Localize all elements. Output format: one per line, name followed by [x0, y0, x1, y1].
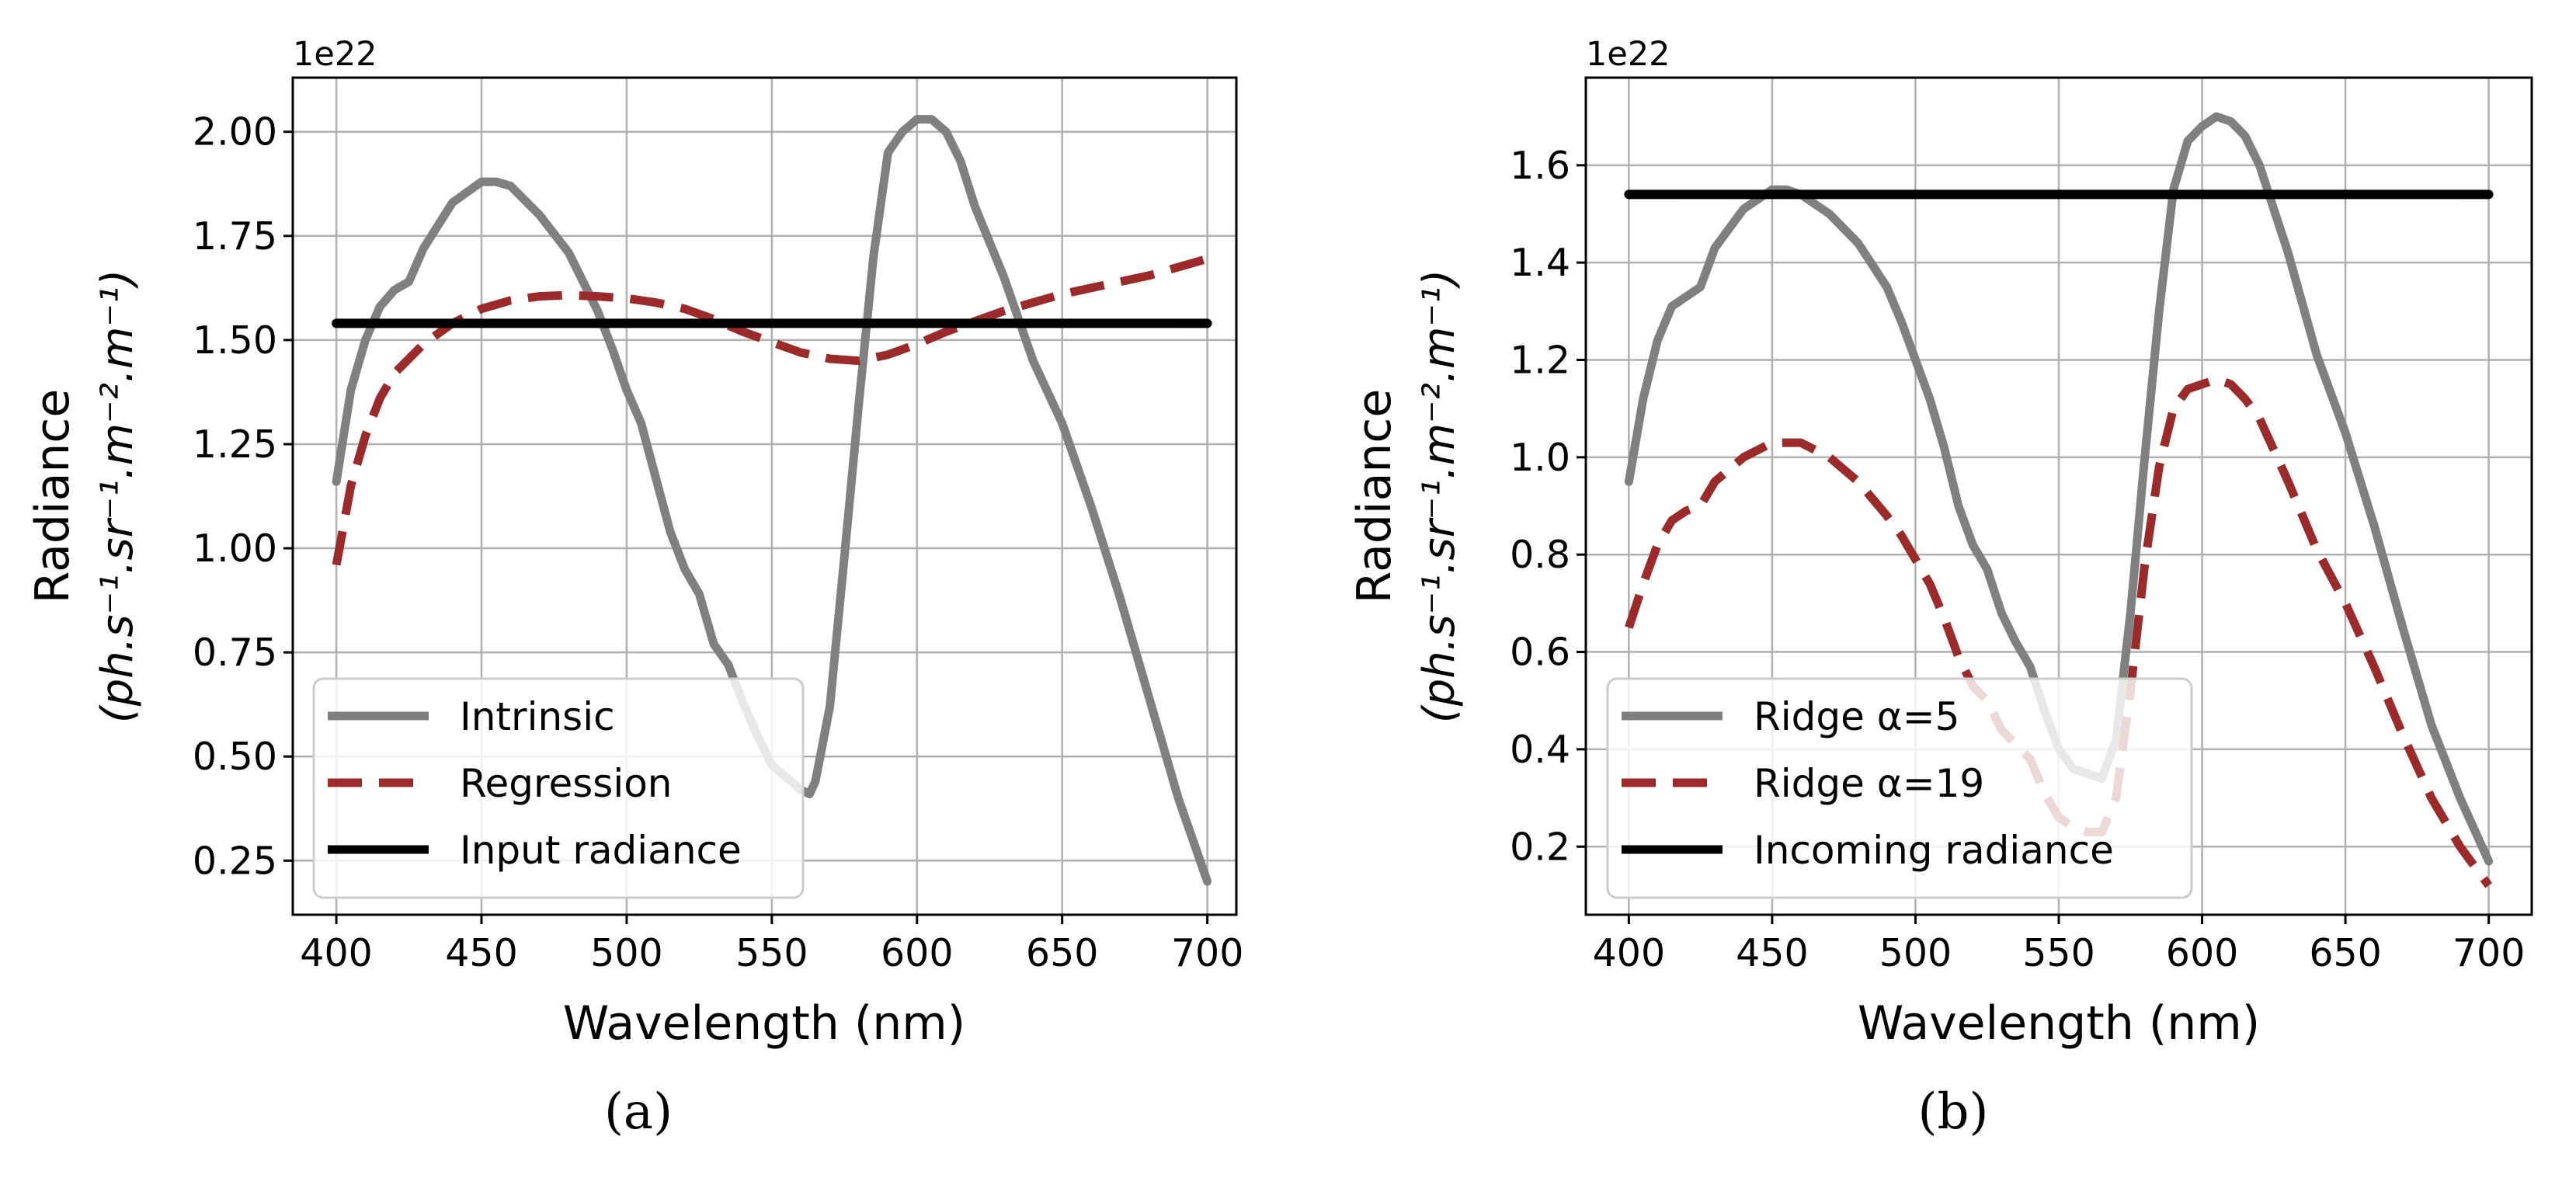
- x-tick-label-550-a: 550: [735, 931, 808, 975]
- y-tick-label-1-0-b: 1.0: [1510, 436, 1570, 480]
- caption-b: (b): [1918, 1083, 1989, 1141]
- x-tick-label-650-a: 650: [1026, 931, 1099, 975]
- legend-label-intrinsic: Intrinsic: [460, 694, 615, 739]
- legend-label-input-radiance: Input radiance: [460, 828, 742, 873]
- y-tick-label-1-6-b: 1.6: [1510, 144, 1570, 188]
- panel-a: 400 450 500 550 600 650 700 0.25 0.50 0.75 1.00 1.…: [26, 35, 1243, 1141]
- y-tick-label-1-75-a: 1.75: [193, 214, 277, 259]
- y-axis-label-line1-b: Radiance: [1347, 389, 1402, 604]
- offset-text-b: 1e22: [1586, 35, 1670, 74]
- legend-box-a: [312, 677, 805, 899]
- y-tick-label-0-50-a: 0.50: [193, 735, 277, 779]
- x-tick-label-400-b: 400: [1593, 931, 1666, 975]
- y-tick-label-0-8-b: 0.8: [1510, 533, 1570, 577]
- grid-a: [293, 78, 1236, 915]
- panel-b: 400 450 500 550 600 650 700 0.2 0.4 0.6 0.8 1.0 1.2…: [1347, 35, 2533, 1141]
- y-tick-label-1-50-a: 1.50: [193, 318, 277, 363]
- y-tick-label-0-75-a: 0.75: [193, 631, 277, 675]
- legend-label-incoming-radiance: Incoming radiance: [1754, 828, 2114, 873]
- legend-b: Ridge α=5 Ridge α=19 Incoming radiance: [1606, 677, 2193, 899]
- x-tick-label-700-a: 700: [1171, 931, 1244, 975]
- x-tick-label-500-a: 500: [590, 931, 663, 975]
- series-line-regression-a: [332, 255, 1209, 566]
- x-tick-label-450-a: 450: [445, 931, 518, 975]
- y-axis-label-line1-a: Radiance: [26, 389, 80, 604]
- y-tick-label-1-4-b: 1.4: [1510, 241, 1570, 285]
- x-tick-label-600-a: 600: [881, 931, 954, 975]
- legend-label-ridge-19: Ridge α=19: [1754, 761, 1984, 806]
- caption-a: (a): [604, 1083, 673, 1141]
- y-ticks-b: 0.2 0.4 0.6 0.8 1.0 1.2 1.4 1.6: [1510, 144, 1586, 869]
- y-ticks-a: 0.25 0.50 0.75 1.00 1.25 1.50 1.75 2.00: [193, 110, 293, 883]
- x-tick-label-700-b: 700: [2453, 931, 2526, 975]
- y-axis-label-line2-b: (ph.s⁻¹.sr⁻¹.m⁻².m⁻¹): [1414, 269, 1465, 723]
- x-tick-label-600-b: 600: [2166, 931, 2239, 975]
- legend-a: Intrinsic Regression Input radiance: [312, 677, 805, 899]
- x-axis-label-a: Wavelength (nm): [563, 996, 965, 1051]
- y-tick-label-1-25-a: 1.25: [193, 422, 277, 467]
- legend-box-b: [1606, 677, 2193, 899]
- x-ticks-b: 400 450 500 550 600 650 700: [1593, 915, 2526, 975]
- y-axis-label-a: Radiance (ph.s⁻¹.sr⁻¹.m⁻².m⁻¹): [26, 269, 143, 723]
- x-tick-label-550-b: 550: [2022, 931, 2095, 975]
- legend-label-ridge-5: Ridge α=5: [1754, 694, 1959, 739]
- legend-label-regression: Regression: [460, 761, 673, 806]
- y-axis-label-b: Radiance (ph.s⁻¹.sr⁻¹.m⁻².m⁻¹): [1347, 269, 1465, 723]
- x-tick-label-650-b: 650: [2309, 931, 2382, 975]
- x-axis-label-b: Wavelength (nm): [1858, 996, 2260, 1051]
- offset-text-a: 1e22: [293, 35, 377, 74]
- x-tick-label-450-b: 450: [1736, 931, 1809, 975]
- x-tick-label-500-b: 500: [1879, 931, 1952, 975]
- y-tick-label-0-2-b: 0.2: [1510, 825, 1570, 869]
- y-tick-label-0-4-b: 0.4: [1510, 728, 1570, 772]
- x-tick-label-400-a: 400: [300, 931, 373, 975]
- axes-frame-a: [291, 76, 1238, 916]
- y-tick-label-2-00-a: 2.00: [193, 110, 277, 155]
- y-tick-label-1-00-a: 1.00: [193, 526, 277, 571]
- y-axis-label-line2-a: (ph.s⁻¹.sr⁻¹.m⁻².m⁻¹): [92, 269, 143, 723]
- y-tick-label-0-25-a: 0.25: [193, 839, 277, 883]
- x-ticks-a: 400 450 500 550 600 650 700: [300, 915, 1243, 975]
- y-tick-label-1-2-b: 1.2: [1510, 339, 1570, 383]
- y-tick-label-0-6-b: 0.6: [1510, 631, 1570, 675]
